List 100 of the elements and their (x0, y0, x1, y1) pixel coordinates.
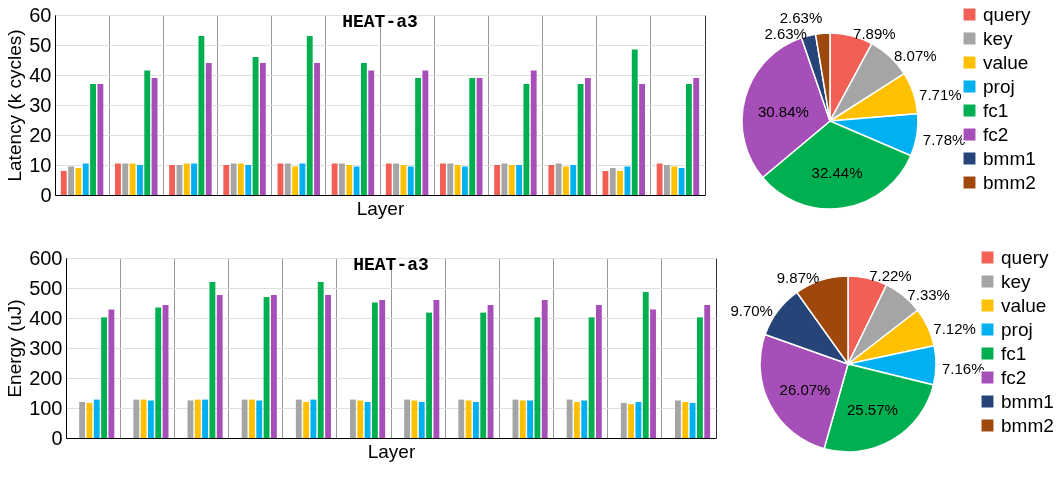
bar (675, 400, 681, 438)
chart-title: HEAT-a3 (353, 255, 429, 275)
bar (198, 36, 205, 195)
bar (350, 399, 356, 438)
legend-label: key (1001, 270, 1032, 292)
bar (331, 163, 338, 195)
bar (671, 166, 678, 195)
bar (245, 165, 252, 195)
data-label: 7.71% (919, 85, 962, 103)
bar (60, 171, 67, 195)
bar (115, 163, 121, 195)
legend-label: proj (983, 75, 1015, 97)
data-label: 7.22% (869, 267, 912, 285)
bar (574, 402, 580, 438)
bar (133, 399, 140, 438)
bar (108, 309, 115, 438)
bar (303, 402, 310, 438)
bar (472, 402, 479, 438)
bar (595, 305, 602, 438)
bar (426, 312, 432, 438)
bar (169, 165, 176, 195)
bar (570, 165, 577, 195)
y-tick-label: 100 (29, 396, 63, 419)
bar (75, 168, 82, 195)
bar (230, 163, 237, 195)
bar (628, 404, 635, 438)
bar (68, 166, 75, 195)
y-tick-label: 50 (29, 33, 52, 56)
bar (458, 399, 465, 438)
bar (548, 165, 555, 195)
bar (523, 84, 530, 195)
bar (404, 399, 411, 438)
data-label: 9.87% (776, 269, 820, 287)
bar (194, 399, 201, 438)
data-label: 2.63% (779, 8, 823, 26)
legend-label: proj (1001, 318, 1033, 340)
bar (357, 400, 364, 438)
y-tick-label: 200 (29, 366, 63, 389)
bar (609, 168, 616, 195)
legend-label: key (983, 27, 1014, 49)
legend-label: fc2 (1001, 366, 1027, 388)
bar (541, 300, 548, 438)
bar (223, 165, 230, 195)
bar (440, 163, 446, 195)
bar (379, 300, 386, 438)
data-label: 2.63% (764, 24, 807, 42)
data-label: 7.12% (933, 319, 976, 337)
legend-label: bmm1 (1001, 390, 1054, 412)
legend-label: bmm2 (983, 171, 1036, 193)
data-label: 7.89% (853, 24, 896, 42)
data-label: 8.07% (894, 47, 937, 65)
bar (530, 70, 537, 195)
bar (249, 399, 255, 438)
bar (306, 36, 313, 195)
bar (144, 70, 151, 195)
bar (508, 165, 515, 195)
bar (415, 78, 421, 195)
y-tick-label: 10 (29, 153, 52, 176)
bar (136, 165, 143, 195)
bar (494, 165, 501, 195)
bar (339, 163, 345, 195)
bar (617, 171, 624, 195)
bar (216, 294, 223, 438)
legend-label: fc1 (983, 99, 1009, 121)
bar (155, 307, 162, 438)
y-tick-label: 30 (29, 93, 52, 116)
bar (620, 402, 627, 438)
bar (519, 400, 526, 438)
bar (696, 317, 703, 438)
bar (86, 402, 93, 438)
bar (140, 399, 147, 438)
bar (685, 84, 692, 195)
y-tick-label: 60 (29, 3, 52, 26)
bar (93, 399, 100, 438)
bar (642, 291, 649, 438)
bar (624, 166, 631, 195)
data-label: 25.57% (846, 400, 898, 418)
bar (317, 282, 324, 438)
y-tick-label: 40 (29, 63, 52, 86)
bar (325, 294, 331, 438)
bar (129, 163, 136, 195)
bar (259, 63, 266, 195)
bar (385, 163, 392, 195)
bar (147, 400, 154, 438)
bar (447, 163, 454, 195)
bar (295, 399, 302, 438)
bar (346, 165, 353, 195)
bar (205, 63, 212, 195)
y-axis-title: Energy (uJ) (4, 299, 26, 398)
bar (631, 49, 638, 195)
chart-title: HEAT-a3 (342, 12, 418, 32)
bar (191, 163, 197, 195)
y-tick-label: 0 (51, 426, 63, 449)
bar (418, 402, 425, 438)
bar (97, 84, 104, 195)
bar (101, 317, 107, 438)
bar (364, 402, 371, 438)
bar (480, 312, 487, 438)
bar (639, 84, 645, 195)
bar (183, 163, 190, 195)
